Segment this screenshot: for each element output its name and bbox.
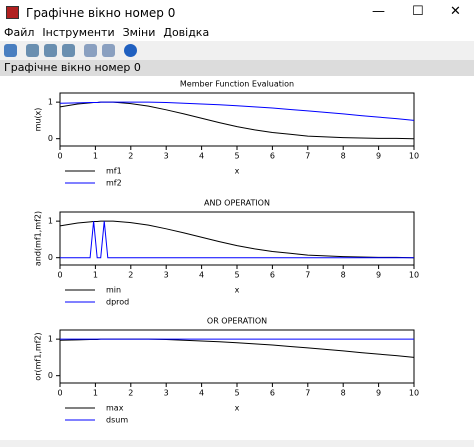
y-tick-label: 1: [48, 98, 53, 107]
x-tick-label: 1: [93, 152, 98, 161]
x-axis-label: x: [235, 286, 240, 295]
window-title: Графічне вікно номер 0: [26, 6, 176, 20]
y-tick-label: 0: [48, 134, 53, 143]
x-tick-label: 7: [305, 271, 310, 280]
legend-label: min: [106, 286, 121, 295]
maximize-button[interactable]: ☐: [412, 4, 424, 19]
close-button[interactable]: ✕: [450, 4, 461, 19]
x-tick-label: 7: [305, 389, 310, 398]
x-tick-label: 0: [57, 152, 62, 161]
app-icon: [6, 6, 19, 19]
x-tick-label: 4: [199, 152, 204, 161]
menu-item[interactable]: Зміни: [122, 26, 156, 39]
x-tick-label: 3: [164, 271, 169, 280]
x-axis-label: x: [235, 167, 240, 176]
x-tick-label: 4: [199, 271, 204, 280]
toolbar: [0, 41, 474, 60]
legend-label: mf1: [106, 167, 122, 176]
x-tick-label: 2: [128, 152, 133, 161]
plot-frame: [59, 329, 415, 384]
tool-button[interactable]: [62, 44, 75, 57]
y-tick-label: 0: [48, 253, 53, 262]
x-tick-label: 10: [409, 271, 419, 280]
x-tick-label: 10: [409, 152, 419, 161]
title-bar: Графічне вікно номер 0 — ☐ ✕: [0, 0, 474, 26]
series-line: [59, 101, 415, 121]
x-tick-label: 8: [341, 152, 346, 161]
y-tick-label: 0: [48, 371, 53, 380]
x-tick-label: 4: [199, 389, 204, 398]
y-axis-label: or(mf1,mf2): [34, 332, 43, 380]
legend-label: dsum: [106, 416, 128, 425]
chart-title: OR OPERATION: [207, 317, 267, 326]
x-tick-label: 6: [270, 389, 275, 398]
y-tick-label: 1: [48, 217, 53, 226]
x-tick-label: 7: [305, 152, 310, 161]
legend-label: max: [106, 404, 124, 413]
help-button[interactable]: [124, 44, 137, 57]
x-tick-label: 0: [57, 271, 62, 280]
x-tick-label: 9: [376, 152, 381, 161]
x-tick-label: 6: [270, 271, 275, 280]
legend-label: mf2: [106, 179, 122, 188]
menu-item[interactable]: Довідка: [163, 26, 210, 39]
x-axis-label: x: [235, 404, 240, 413]
x-tick-label: 2: [128, 271, 133, 280]
menu-item[interactable]: Файл: [4, 26, 35, 39]
x-tick-label: 5: [234, 389, 239, 398]
x-tick-label: 6: [270, 152, 275, 161]
series-line: [59, 101, 415, 140]
x-tick-label: 8: [341, 271, 346, 280]
menu-bar: Файл Інструменти Зміни Довідка: [0, 26, 474, 41]
x-tick-label: 0: [57, 389, 62, 398]
minimize-button[interactable]: —: [372, 4, 385, 19]
x-tick-label: 3: [164, 152, 169, 161]
chart-title: AND OPERATION: [204, 199, 270, 208]
x-tick-label: 5: [234, 271, 239, 280]
y-axis-label: and(mf1,mf2): [34, 211, 43, 266]
legend-label: dprod: [106, 298, 129, 307]
x-tick-label: 9: [376, 271, 381, 280]
series-line: [59, 338, 415, 358]
status-label: Графічне вікно номер 0: [0, 60, 474, 76]
tool-button[interactable]: [44, 44, 57, 57]
menu-item[interactable]: Інструменти: [42, 26, 115, 39]
y-axis-label: mu(x): [34, 108, 43, 132]
tool-button[interactable]: [84, 44, 97, 57]
tool-button[interactable]: [26, 44, 39, 57]
chart-title: Member Function Evaluation: [180, 80, 294, 89]
x-tick-label: 3: [164, 389, 169, 398]
x-tick-label: 2: [128, 389, 133, 398]
x-tick-label: 8: [341, 389, 346, 398]
y-tick-label: 1: [48, 335, 53, 344]
tool-button[interactable]: [102, 44, 115, 57]
series-line: [60, 221, 414, 259]
series-line: [59, 220, 415, 259]
x-tick-label: 9: [376, 389, 381, 398]
x-tick-label: 1: [93, 271, 98, 280]
tool-button[interactable]: [4, 44, 17, 57]
x-tick-label: 10: [409, 389, 419, 398]
x-tick-label: 1: [93, 389, 98, 398]
x-tick-label: 5: [234, 152, 239, 161]
